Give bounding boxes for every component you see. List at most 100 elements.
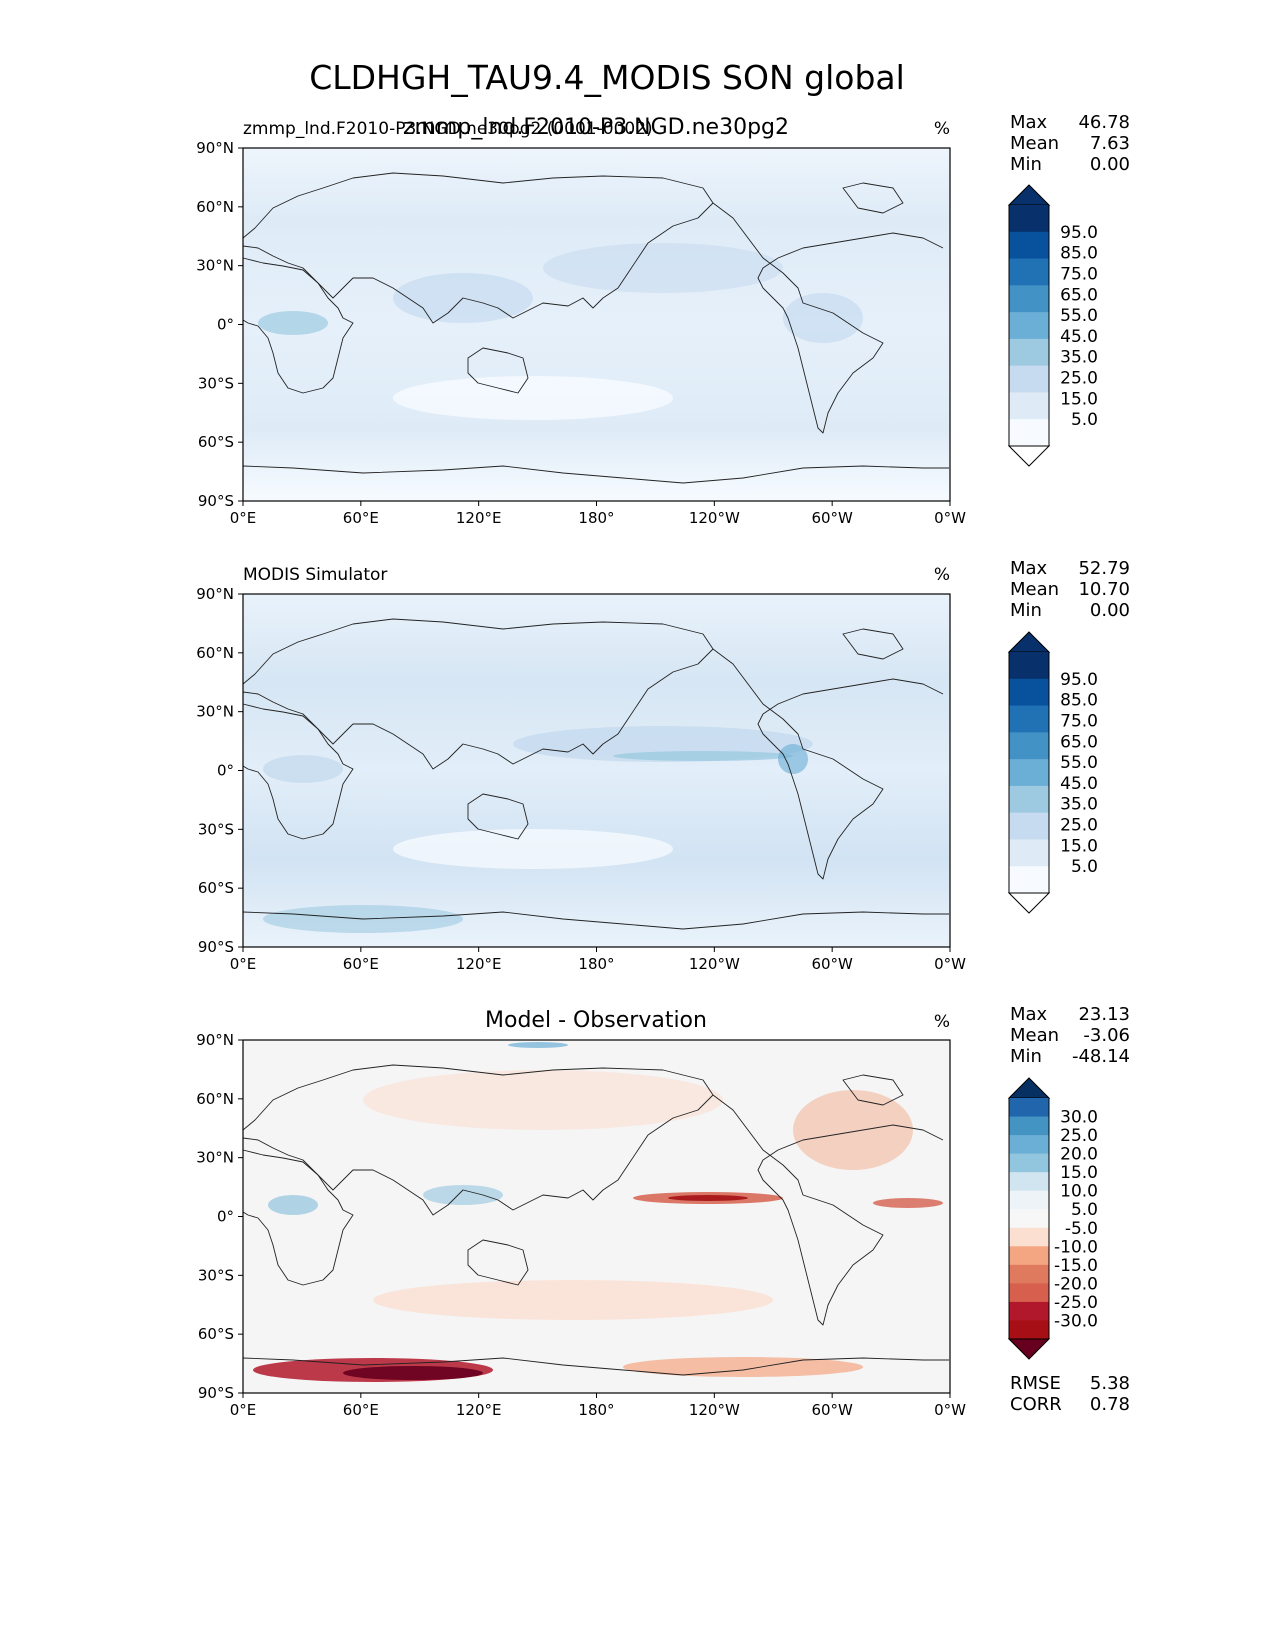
panel-0-units: % bbox=[934, 119, 950, 139]
x-tick-label: 60°E bbox=[343, 509, 379, 527]
colorbar-label: 45.0 bbox=[1060, 774, 1098, 794]
stat-label: Min bbox=[1010, 154, 1042, 175]
colorbar-label: -10.0 bbox=[1054, 1237, 1098, 1257]
colorbar-segment bbox=[1009, 705, 1049, 733]
colorbar-label: 65.0 bbox=[1060, 285, 1098, 305]
stat-label: Mean bbox=[1010, 1025, 1059, 1046]
y-tick-label: 90°S bbox=[198, 1384, 234, 1402]
x-tick-label: 120°W bbox=[689, 955, 740, 973]
stat-value: 0.00 bbox=[1090, 600, 1130, 621]
stat-value: -48.14 bbox=[1072, 1046, 1130, 1067]
colorbar-label: -5.0 bbox=[1065, 1219, 1098, 1239]
colorbar-label: -15.0 bbox=[1054, 1256, 1098, 1276]
stat-value: 46.78 bbox=[1078, 112, 1130, 133]
stat-label: Min bbox=[1010, 1046, 1042, 1067]
colorbar-segment bbox=[1009, 1190, 1049, 1210]
x-tick-label: 120°E bbox=[456, 1401, 502, 1419]
y-tick-label: 60°N bbox=[196, 644, 234, 662]
x-tick-label: 180° bbox=[578, 1401, 614, 1419]
stat-label: Mean bbox=[1010, 579, 1059, 600]
extra-stat-value: 0.78 bbox=[1090, 1394, 1130, 1415]
x-tick-label: 60°E bbox=[343, 1401, 379, 1419]
colorbar-segment bbox=[1009, 1098, 1049, 1118]
y-tick-label: 90°N bbox=[196, 585, 234, 603]
colorbar-label: 55.0 bbox=[1060, 306, 1098, 326]
colorbar-label: 25.0 bbox=[1060, 1126, 1098, 1146]
panel-1-left-label: MODIS Simulator bbox=[243, 565, 387, 585]
colorbar-segment bbox=[1009, 1135, 1049, 1155]
colorbar-label: 35.0 bbox=[1060, 348, 1098, 368]
x-tick-label: 60°W bbox=[811, 509, 853, 527]
colorbar-over bbox=[1007, 631, 1051, 653]
extra-stat-label: RMSE bbox=[1010, 1373, 1061, 1394]
colorbar-frame bbox=[1008, 1098, 1050, 1339]
x-tick-label: 60°W bbox=[811, 1401, 853, 1419]
colorbar-segment bbox=[1009, 258, 1049, 286]
x-tick-label: 120°E bbox=[456, 955, 502, 973]
colorbar-label: 25.0 bbox=[1060, 369, 1098, 389]
panel-test bbox=[242, 147, 951, 502]
colorbar-segment bbox=[1009, 1209, 1049, 1229]
colorbar-segment bbox=[1009, 338, 1049, 367]
x-tick-label: 180° bbox=[578, 509, 614, 527]
y-tick-label: 60°S bbox=[198, 1325, 234, 1343]
x-tick-label: 0°W bbox=[934, 1401, 966, 1419]
colorbar-label: -30.0 bbox=[1054, 1311, 1098, 1331]
colorbar-segment bbox=[1009, 1153, 1049, 1173]
colorbar-segment bbox=[1009, 365, 1049, 393]
stat-label: Mean bbox=[1010, 133, 1059, 154]
colorbar-label: 15.0 bbox=[1060, 1163, 1098, 1183]
colorbar-segment bbox=[1009, 1283, 1049, 1303]
panel-2-extra-stats: RMSE 5.38 CORR 0.78 bbox=[1010, 1373, 1130, 1415]
colorbar-label: -20.0 bbox=[1054, 1274, 1098, 1294]
y-tick-label: 90°S bbox=[198, 938, 234, 956]
panel-difference bbox=[242, 1039, 951, 1394]
colorbar-segment bbox=[1009, 1172, 1049, 1192]
y-tick-label: 30°N bbox=[196, 1149, 234, 1167]
y-tick-label: 30°N bbox=[196, 257, 234, 275]
colorbar-label: 85.0 bbox=[1060, 244, 1098, 264]
colorbar-label: 35.0 bbox=[1060, 795, 1098, 815]
colorbar-under bbox=[1007, 445, 1051, 467]
stat-value: 23.13 bbox=[1078, 1004, 1130, 1025]
colorbar-label: 15.0 bbox=[1060, 836, 1098, 856]
x-tick-label: 180° bbox=[578, 955, 614, 973]
y-tick-label: 30°S bbox=[198, 1266, 234, 1284]
colorbar-segment bbox=[1009, 1320, 1049, 1340]
stat-label: Max bbox=[1010, 1004, 1048, 1025]
x-tick-label: 120°W bbox=[689, 509, 740, 527]
y-tick-label: 90°N bbox=[196, 139, 234, 157]
panel-2-axes: 0°E 60°E 120°E 180° 120°W 60°W 0°W 90°N 60°N 30°N… bbox=[196, 1031, 966, 1419]
panel-1-axes: 0°E 60°E 120°E 180° 120°W 60°W 0°W 90°N 60°N 30°N… bbox=[196, 585, 966, 973]
colorbar-label: 75.0 bbox=[1060, 711, 1098, 731]
colorbar-segment bbox=[1009, 839, 1049, 867]
colorbar-label: 5.0 bbox=[1071, 857, 1098, 877]
colorbar-label: 5.0 bbox=[1071, 1200, 1098, 1220]
colorbar-segment bbox=[1009, 812, 1049, 840]
panel-2-title: Model - Observation bbox=[485, 1008, 707, 1033]
stat-label: Max bbox=[1010, 112, 1048, 133]
y-tick-label: 60°S bbox=[198, 879, 234, 897]
stat-value: -3.06 bbox=[1083, 1025, 1130, 1046]
colorbar-frame bbox=[1008, 205, 1050, 446]
y-tick-label: 0° bbox=[217, 316, 234, 334]
colorbar-segment bbox=[1009, 231, 1049, 260]
panel-0-stats: Max 46.78 Mean 7.63 Min 0.00 bbox=[1010, 112, 1130, 175]
colorbar-label: 95.0 bbox=[1060, 223, 1098, 243]
colorbar-label: 20.0 bbox=[1060, 1145, 1098, 1165]
colorbar-label: 10.0 bbox=[1060, 1182, 1098, 1202]
stat-label: Max bbox=[1010, 558, 1048, 579]
y-tick-label: 60°S bbox=[198, 433, 234, 451]
colorbar-segment bbox=[1009, 205, 1049, 233]
x-tick-label: 60°W bbox=[811, 955, 853, 973]
colorbar-segment bbox=[1009, 652, 1049, 680]
colorbar-frame bbox=[1008, 652, 1050, 893]
panel-2-units: % bbox=[934, 1012, 950, 1032]
panel-0-left-label: zmmp_lnd.F2010-P3.NGD.ne30pg2 (0001-0002… bbox=[243, 119, 653, 139]
x-tick-label: 0°W bbox=[934, 509, 966, 527]
colorbar-segment bbox=[1009, 759, 1049, 787]
colorbar-segment bbox=[1009, 785, 1049, 814]
extra-stat-value: 5.38 bbox=[1090, 1373, 1130, 1394]
colorbar-label: 65.0 bbox=[1060, 732, 1098, 752]
